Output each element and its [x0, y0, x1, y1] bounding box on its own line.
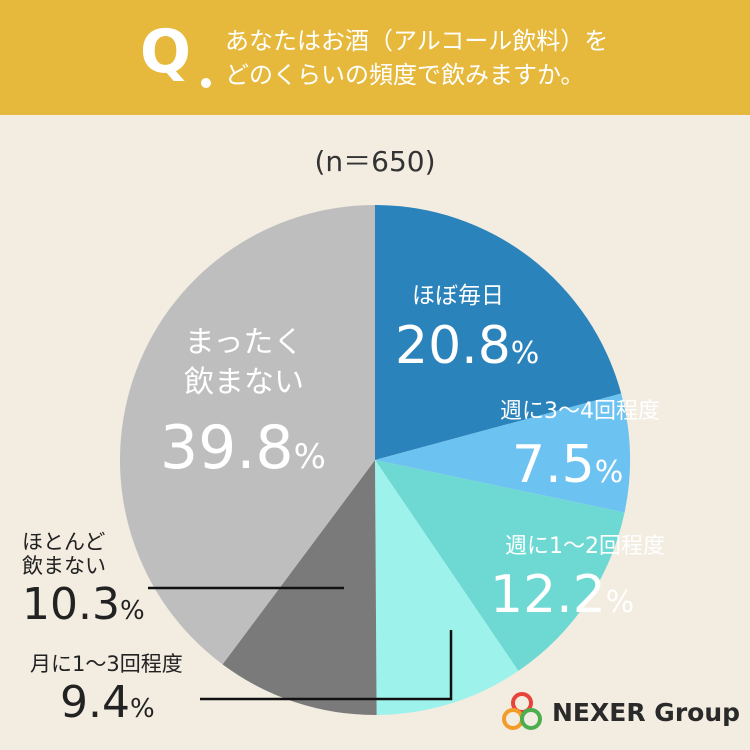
- sample-size: (n＝650): [314, 145, 436, 178]
- slice-value-shu12: 12.2%: [490, 565, 634, 625]
- logo-ring-top: [511, 692, 533, 714]
- value-shu12: 12.2: [490, 565, 606, 625]
- value-mattaku: 39.8: [160, 413, 294, 483]
- value-hotondo: 10.3: [22, 579, 120, 631]
- value-hotondo-wrap: 10.3%: [22, 579, 145, 631]
- pie-slice-mattaku: [119, 205, 375, 665]
- slice-value-shu34: 7.5%: [512, 435, 623, 495]
- pie-slice-shu34: [375, 393, 631, 513]
- pct-shu34: %: [595, 455, 624, 490]
- label-hotondo: ほとんど 飲まない 10.3%: [22, 530, 145, 631]
- question-line-1: あなたはお酒（アルコール飲料）を: [225, 27, 609, 55]
- slice-label-mattaku-2: 飲まない: [184, 365, 304, 400]
- value-tsuki-wrap: 9.4%: [30, 677, 183, 729]
- slice-value-hobo-mainichi: 20.8%: [395, 316, 539, 376]
- question-header: Q あなたはお酒（アルコール飲料）を どのくらいの頻度で飲みますか。: [0, 0, 750, 115]
- logo-text: NEXER Group: [552, 697, 741, 727]
- q-dot: [201, 78, 211, 88]
- value-hobo-mainichi: 20.8: [395, 316, 511, 376]
- pie-slice-tsuki: [375, 460, 519, 715]
- label-tsuki: 月に1～3回程度 9.4%: [30, 652, 183, 729]
- label-tsuki-line: 月に1～3回程度: [30, 652, 183, 676]
- logo-ring-right: [520, 708, 542, 730]
- q-mark: Q: [140, 17, 192, 87]
- nexer-logo: NEXER Group: [500, 690, 740, 734]
- slice-label-hobo-mainichi: ほぼ毎日: [412, 283, 504, 309]
- slice-label-mattaku-1: まったく: [185, 325, 304, 360]
- slice-label-shu34: 週に3～4回程度: [500, 399, 660, 424]
- label-hotondo-line1: ほとんど: [22, 530, 106, 554]
- pct-tsuki: %: [129, 694, 155, 725]
- pie-slice-hobo-mainichi: [375, 205, 622, 460]
- slice-value-mattaku: 39.8%: [160, 413, 326, 483]
- slice-label-shu12: 週に1～2回程度: [505, 534, 665, 559]
- pct-mattaku: %: [294, 437, 326, 477]
- value-shu34: 7.5: [512, 435, 595, 495]
- question-line-2: どのくらいの頻度で飲みますか。: [225, 61, 585, 89]
- pie-slice-shu12: [375, 460, 625, 671]
- nexer-logo-icon: [502, 692, 542, 730]
- logo-ring-left: [502, 708, 524, 730]
- pct-hobo-mainichi: %: [511, 336, 540, 371]
- leader-line-tsuki: [200, 630, 453, 701]
- question-text: あなたはお酒（アルコール飲料）を どのくらいの頻度で飲みますか。: [225, 24, 665, 92]
- value-tsuki: 9.4: [60, 677, 130, 729]
- pie-slices: [119, 205, 631, 716]
- pct-hotondo: %: [119, 596, 145, 627]
- label-hotondo-line2: 飲まない: [22, 554, 106, 579]
- pct-shu12: %: [606, 585, 635, 620]
